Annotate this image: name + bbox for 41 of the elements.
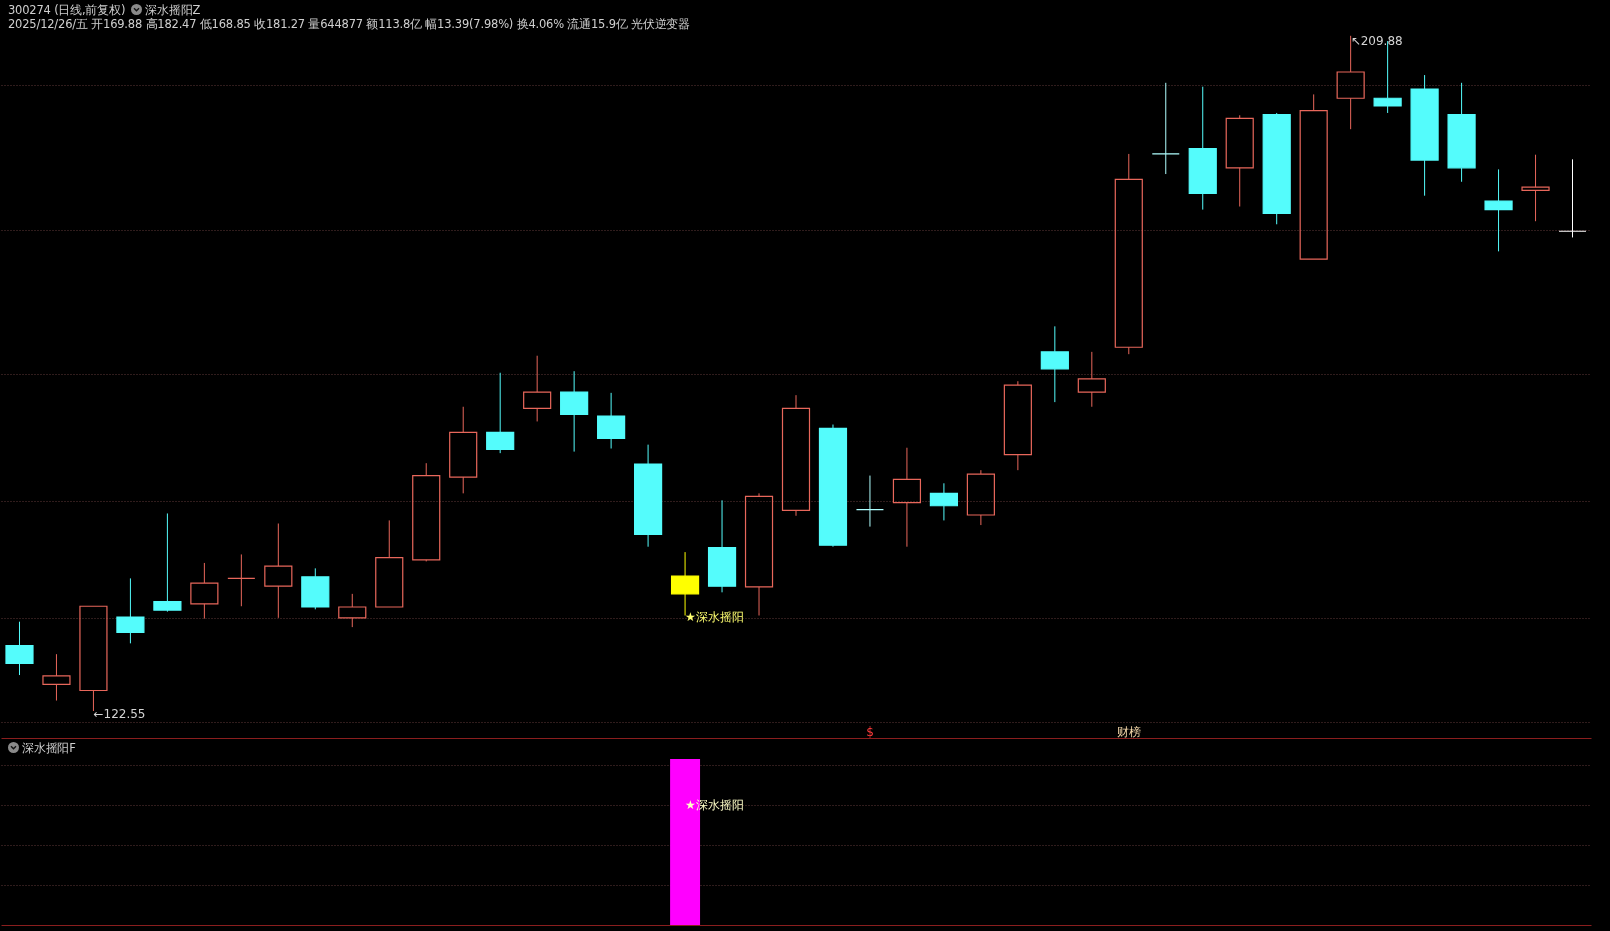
text: 深水摇阳Z <box>145 3 201 17</box>
candlestick <box>116 577 145 644</box>
candlestick <box>929 482 958 521</box>
candlestick <box>781 394 811 517</box>
candlestick <box>855 475 885 528</box>
candlestick <box>1484 168 1513 252</box>
candlestick <box>597 392 626 450</box>
annotation: ←122.55 <box>93 707 146 721</box>
chart-title: 深水摇阳F <box>22 741 76 755</box>
candlestick <box>190 562 219 620</box>
candlestick <box>1188 86 1217 211</box>
candlestick <box>892 447 922 548</box>
candlestick <box>1151 82 1180 175</box>
candlestick <box>1040 325 1069 403</box>
chart-title: 300274 (日线,前复权) <box>8 3 126 17</box>
candlestick <box>966 469 995 526</box>
candlestick <box>449 406 478 494</box>
candlestick <box>42 653 71 702</box>
candlestick <box>227 553 256 607</box>
candlestick <box>1521 154 1550 222</box>
candlestick <box>1077 351 1106 408</box>
candlestick <box>818 424 848 548</box>
candlestick <box>744 492 774 617</box>
candlestick <box>523 355 552 422</box>
text: $ <box>866 725 874 739</box>
candlestick <box>634 444 663 548</box>
text: 财榜 <box>1116 725 1141 739</box>
candlestick <box>1410 74 1439 197</box>
candlestick <box>375 519 404 608</box>
candlestick <box>5 621 34 676</box>
chart-subtitle: 2025/12/26/五 开169.88 高182.47 低168.85 收181.27 量644877 额113.8亿 幅13.39(7.98%) 换4.06% 流通15.9亿 光伏逆变器 <box>8 17 691 31</box>
candlestick <box>1003 380 1032 471</box>
candlestick <box>560 370 589 453</box>
candlestick <box>338 593 367 628</box>
annotation: ↖209.88 <box>1350 33 1403 48</box>
candlestick <box>1447 82 1476 183</box>
candlestick <box>707 499 737 593</box>
candlestick <box>1225 114 1254 208</box>
annotation: ★深水摇阳 <box>685 609 744 624</box>
candlestick <box>264 523 293 619</box>
candlestick <box>1299 93 1328 260</box>
